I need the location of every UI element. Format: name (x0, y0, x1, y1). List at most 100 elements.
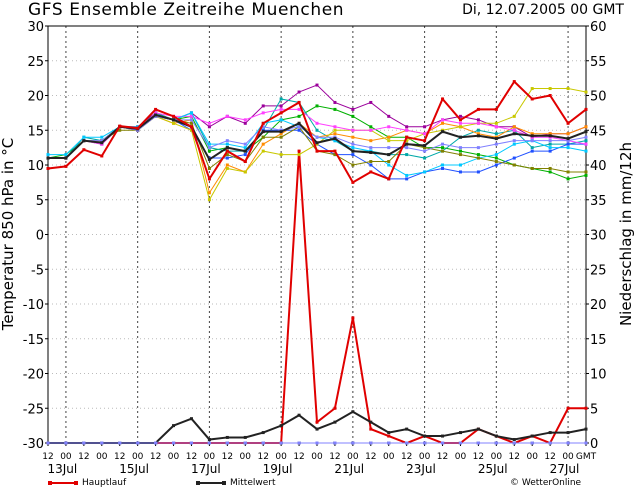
temp-point (387, 114, 391, 118)
precip-point (584, 406, 588, 410)
temp-point (351, 163, 355, 167)
x-hour-label: 12 (544, 452, 555, 462)
precip-point (136, 441, 140, 445)
temp-point (387, 135, 391, 139)
y-tick-label-right: 30 (590, 229, 607, 244)
temp-point (315, 121, 319, 125)
precip-point (369, 441, 373, 445)
precip-point (297, 413, 301, 417)
temp-point (441, 149, 445, 153)
temp-point (566, 87, 570, 91)
temp-point (154, 113, 158, 117)
precip-point (279, 441, 283, 445)
temp-point (279, 104, 283, 108)
x-hour-label: 00 (491, 452, 503, 462)
y-tick-label-left: 10 (27, 159, 44, 174)
temp-point (333, 149, 337, 153)
temp-point (64, 164, 68, 168)
precip-point (405, 441, 409, 445)
grid (48, 25, 586, 444)
temp-point (46, 153, 50, 157)
temp-point (297, 114, 301, 118)
temp-point (351, 114, 355, 118)
x-hour-label: 12 (401, 452, 412, 462)
precip-point (118, 441, 122, 445)
temp-point (351, 142, 355, 146)
precip-point (494, 434, 498, 438)
temp-point (548, 134, 552, 138)
temp-point (512, 114, 516, 118)
y-tick-label-left: -10 (23, 298, 44, 313)
temp-point (494, 132, 498, 136)
temp-point (172, 118, 176, 122)
temp-point (189, 121, 193, 125)
temp-point (423, 139, 427, 143)
precip-point (315, 441, 319, 445)
temp-point (225, 146, 229, 150)
temp-point (530, 134, 534, 138)
temp-point (458, 170, 462, 174)
temp-point (584, 107, 588, 111)
temp-point (387, 139, 391, 143)
temp-point (369, 170, 373, 174)
precip-point (512, 438, 516, 442)
temp-point (261, 135, 265, 139)
legend-label: Hauptlauf (82, 478, 127, 488)
temp-point (279, 97, 283, 101)
x-hour-label: 00 (455, 452, 467, 462)
temp-point (458, 135, 462, 139)
y-tick-label-right: 35 (590, 194, 607, 209)
temp-point (279, 130, 283, 134)
temp-point (225, 149, 229, 153)
precip-point (494, 441, 498, 445)
precip-point (476, 427, 480, 431)
credit: © WetterOnline (510, 478, 582, 488)
precip-point (333, 420, 337, 424)
temp-point (279, 118, 283, 122)
temp-point (315, 104, 319, 108)
y-tick-label-right: 45 (590, 124, 607, 139)
temp-point (512, 128, 516, 132)
precip-point (225, 441, 229, 445)
temp-point (584, 139, 588, 143)
temp-point (351, 107, 355, 111)
x-hour-label: 00 (96, 452, 108, 462)
temp-point (441, 146, 445, 150)
temp-point (441, 142, 445, 146)
precip-point (315, 420, 319, 424)
temp-point (315, 83, 319, 87)
temp-point (512, 80, 516, 84)
y-tick-label-right: 60 (590, 20, 607, 35)
precip-point (100, 441, 104, 445)
precip-point (243, 441, 247, 445)
run-date: Di, 12.07.2005 00 GMT (462, 2, 624, 18)
precip-point (82, 441, 86, 445)
temp-point (494, 153, 498, 157)
temp-point (243, 170, 247, 174)
temp-point (207, 198, 211, 202)
temp-point (405, 173, 409, 177)
temp-point (405, 139, 409, 143)
precip-point (530, 434, 534, 438)
temp-point (333, 139, 337, 143)
temp-point (279, 135, 283, 139)
precip-point (548, 441, 552, 445)
temp-point (297, 121, 301, 125)
temp-point (530, 146, 534, 150)
precip-point (172, 424, 176, 428)
x-hour-label: 12 (473, 452, 484, 462)
precip-point (584, 427, 588, 431)
y-tick-label-left: -25 (23, 402, 44, 417)
temp-point (584, 135, 588, 139)
temp-point (225, 139, 229, 143)
precip-point (189, 417, 193, 421)
temp-point (100, 139, 104, 143)
temp-point (476, 121, 480, 125)
x-date-label: 17Jul (191, 462, 221, 476)
temp-point (315, 141, 319, 145)
y-tick-label-right: 25 (590, 263, 607, 278)
temp-point (476, 153, 480, 157)
temp-point (369, 125, 373, 129)
temp-point (566, 170, 570, 174)
precip-point (351, 316, 355, 320)
